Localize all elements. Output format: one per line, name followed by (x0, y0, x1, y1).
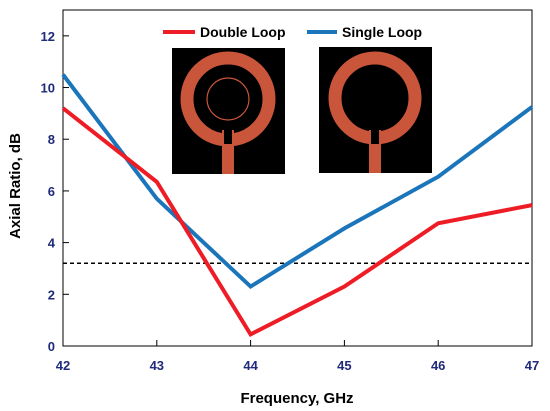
x-tick-label: 42 (56, 358, 70, 373)
series-layer (61, 73, 534, 337)
single-loop-antenna-photo (319, 47, 432, 173)
x-axis-label: Frequency, GHz (240, 390, 353, 407)
y-axis-label: Axial Ratio, dB (7, 133, 24, 239)
y-tick-label: 0 (48, 339, 55, 354)
series-line-single-loop (61, 73, 534, 290)
x-tick-label: 43 (150, 358, 164, 373)
y-tick-label: 4 (48, 236, 56, 251)
plot-area (62, 9, 533, 347)
x-tick-label: 46 (431, 358, 445, 373)
x-tick-label: 47 (525, 358, 539, 373)
series-line-double-loop (61, 106, 533, 337)
y-tick-label: 8 (48, 132, 55, 147)
x-tick-label: 44 (243, 358, 258, 373)
legend: Double Loop Single Loop (163, 24, 422, 40)
legend-label-double-loop: Double Loop (200, 24, 286, 40)
y-tick-label: 10 (41, 81, 55, 96)
plot-border (62, 9, 533, 347)
double-loop-antenna-photo (172, 48, 285, 174)
y-tick-label: 2 (48, 287, 55, 302)
x-tick-label: 45 (337, 358, 351, 373)
legend-label-single-loop: Single Loop (342, 24, 422, 40)
y-tick-label: 12 (41, 29, 55, 44)
y-tick-label: 6 (48, 184, 55, 199)
